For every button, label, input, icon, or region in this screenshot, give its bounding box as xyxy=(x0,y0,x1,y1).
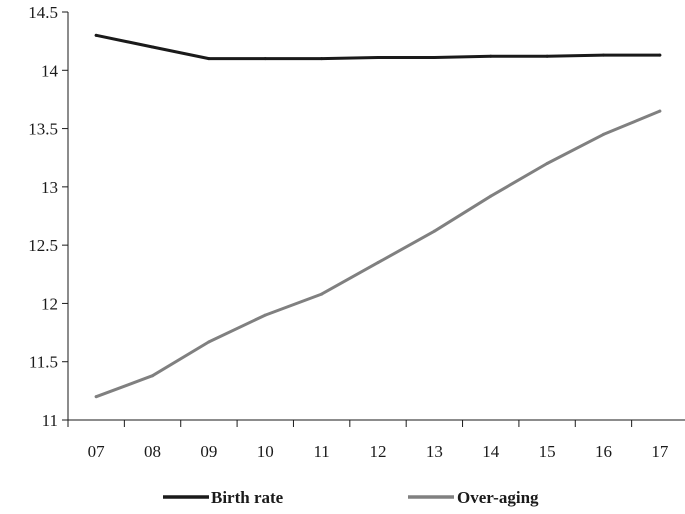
data-point xyxy=(376,55,380,59)
data-point xyxy=(601,132,605,136)
y-tick-label: 13 xyxy=(41,178,58,197)
y-tick-label: 12 xyxy=(41,294,58,313)
data-point xyxy=(151,45,155,49)
data-point xyxy=(432,55,436,59)
data-point xyxy=(207,340,211,344)
y-tick-label: 14.5 xyxy=(28,3,58,22)
x-tick-label: 15 xyxy=(539,442,556,461)
data-point xyxy=(545,162,549,166)
series-line-2 xyxy=(94,109,662,399)
y-tick-label: 12.5 xyxy=(28,236,58,255)
data-point xyxy=(432,229,436,233)
y-axis: 11 11.5 12 12.5 13 13.5 14 14.5 xyxy=(28,3,69,430)
y-tick-label: 13.5 xyxy=(28,120,58,139)
legend-label-1: Birth rate xyxy=(211,488,284,507)
x-tick-label: 07 xyxy=(88,442,106,461)
data-point xyxy=(376,261,380,265)
x-tick-label: 12 xyxy=(370,442,387,461)
data-point xyxy=(489,54,493,58)
y-tick-label: 11 xyxy=(42,411,58,430)
data-point xyxy=(601,53,605,57)
x-axis: 07 08 09 10 11 12 13 14 15 16 17 xyxy=(67,419,685,461)
x-tick-label: 08 xyxy=(144,442,161,461)
legend: Birth rate Over-aging xyxy=(163,488,539,507)
data-point xyxy=(207,57,211,61)
data-point xyxy=(320,292,324,296)
data-point xyxy=(263,57,267,61)
data-point xyxy=(94,395,98,399)
x-tick-label: 11 xyxy=(313,442,329,461)
x-tick-label: 13 xyxy=(426,442,443,461)
data-point xyxy=(489,194,493,198)
data-point xyxy=(320,57,324,61)
data-point xyxy=(94,33,98,37)
data-point xyxy=(545,54,549,58)
x-tick-label: 14 xyxy=(482,442,500,461)
data-point xyxy=(658,109,662,113)
y-tick-label: 14 xyxy=(41,61,59,80)
series-line-1 xyxy=(94,33,662,61)
series-layer xyxy=(94,33,662,399)
legend-label-2: Over-aging xyxy=(457,488,539,507)
y-tick-label: 11.5 xyxy=(29,353,58,372)
x-tick-label: 17 xyxy=(651,442,669,461)
data-point xyxy=(658,53,662,57)
data-point xyxy=(151,374,155,378)
data-point xyxy=(263,313,267,317)
x-tick-label: 10 xyxy=(257,442,274,461)
x-tick-label: 09 xyxy=(200,442,217,461)
x-tick-label: 16 xyxy=(595,442,612,461)
